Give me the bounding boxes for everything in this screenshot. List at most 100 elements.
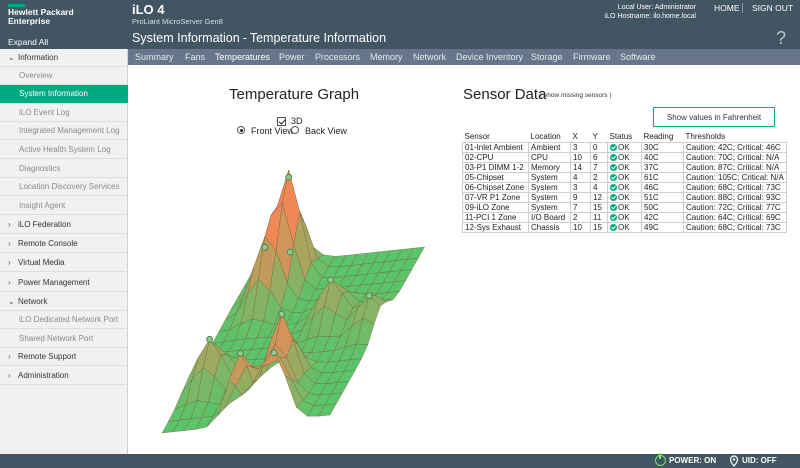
sensor-marker[interactable] xyxy=(327,276,335,284)
sensor-cell: Caution: 68C; Critical: 73C xyxy=(683,181,787,193)
sensor-marker[interactable] xyxy=(286,248,294,256)
sidebar-item-insight-agent[interactable]: Insight Agent xyxy=(0,197,128,215)
sensor-marker[interactable] xyxy=(261,243,269,251)
sensor-cell: 40C xyxy=(641,151,684,163)
ok-check-icon xyxy=(610,163,617,171)
sidebar-item-remote-console[interactable]: › Remote Console xyxy=(0,235,128,253)
expand-all-link[interactable]: Expand All xyxy=(8,37,49,47)
sidebar-item-active-health-system-log[interactable]: Active Health System Log xyxy=(0,141,128,159)
sidebar-item-ilo-federation[interactable]: › iLO Federation xyxy=(0,216,128,234)
tab-device-inventory[interactable]: Device Inventory xyxy=(456,52,524,62)
sensor-cell: 2 xyxy=(570,211,591,223)
ok-check-icon xyxy=(610,213,617,221)
hpe-logo-bar xyxy=(8,4,25,7)
tab-processors[interactable]: Processors xyxy=(315,52,361,62)
sidebar-item-information[interactable]: ⌄ Information xyxy=(0,49,128,67)
sensor-cell: 10 xyxy=(570,221,591,233)
sensor-cell: OK xyxy=(607,151,642,163)
sidebar-item-administration[interactable]: › Administration xyxy=(0,367,128,385)
server-model: ProLiant MicroServer Gen8 xyxy=(132,17,223,26)
sensor-cell: 15 xyxy=(590,201,608,213)
uid-status[interactable]: UID: OFF xyxy=(742,456,777,465)
surface-cell xyxy=(318,403,337,417)
power-status: POWER: ON xyxy=(669,456,717,465)
sidebar-item-system-information[interactable]: System Information xyxy=(0,85,128,103)
sensor-cell: OK xyxy=(607,211,642,223)
sidebar: ⌄ Information Overview System Information… xyxy=(0,49,128,454)
sensor-marker[interactable] xyxy=(278,310,286,318)
tab-software[interactable]: Software xyxy=(620,52,656,62)
sensor-marker[interactable] xyxy=(365,292,373,300)
sensor-cell: 61C xyxy=(641,171,684,183)
sensor-marker[interactable] xyxy=(270,349,278,357)
sensor-marker[interactable] xyxy=(206,335,213,343)
front-view-label: Front View xyxy=(251,126,294,136)
top-header: Hewlett Packard Enterprise iLO 4 ProLian… xyxy=(0,0,800,32)
sidebar-item-shared-network-port[interactable]: Shared Network Port xyxy=(0,330,128,348)
sidebar-item-overview[interactable]: Overview xyxy=(0,67,128,85)
ok-check-icon xyxy=(610,143,617,151)
uid-indicator-icon[interactable] xyxy=(729,455,739,467)
sidebar-item-network[interactable]: ⌄ Network xyxy=(0,293,128,311)
sidebar-item-diagnostics[interactable]: Diagnostics xyxy=(0,160,128,178)
sidebar-item-power-management[interactable]: › Power Management xyxy=(0,274,128,292)
sensor-cell: I/O Board xyxy=(528,211,571,223)
ok-check-icon xyxy=(610,153,617,161)
sensor-cell: OK xyxy=(607,161,642,173)
tab-bar: Summary Fans Temperatures Power Processo… xyxy=(128,49,800,65)
sensor-cell: 46C xyxy=(641,181,684,193)
sensor-cell: Memory xyxy=(528,161,571,173)
sensor-cell: Caution: 70C; Critical: N/A xyxy=(683,151,787,163)
sensor-cell: 05-Chipset xyxy=(462,171,529,183)
tab-summary[interactable]: Summary xyxy=(135,52,174,62)
temperature-graph-title: Temperature Graph xyxy=(229,86,360,103)
tab-power[interactable]: Power xyxy=(279,52,305,62)
3d-checkbox[interactable] xyxy=(277,117,286,126)
chevron-right-icon: › xyxy=(8,258,11,267)
sensor-row: 09-iLO Zone System 7 15 OK 50C Caution: 72C; C… xyxy=(462,201,787,213)
show-fahrenheit-button[interactable]: Show values in Fahrenheit xyxy=(653,107,775,127)
home-link[interactable]: HOME xyxy=(714,3,740,13)
sign-out-link[interactable]: SIGN OUT xyxy=(752,3,794,13)
sidebar-item-ilo-event-log[interactable]: iLO Event Log xyxy=(0,104,128,122)
tab-memory[interactable]: Memory xyxy=(370,52,403,62)
3d-checkbox-label: 3D xyxy=(291,116,303,126)
tab-firmware[interactable]: Firmware xyxy=(573,52,611,62)
temperature-3d-surface[interactable] xyxy=(150,160,430,455)
sensor-cell: 15 xyxy=(590,221,608,233)
sensor-cell: OK xyxy=(607,191,642,203)
sensor-cell: OK xyxy=(607,181,642,193)
sensor-data-title: Sensor Data xyxy=(463,86,547,103)
sensor-cell: 3 xyxy=(570,141,591,153)
tab-fans[interactable]: Fans xyxy=(185,52,206,62)
show-missing-sensors-link[interactable]: ( show missing sensors ) xyxy=(540,92,612,99)
sidebar-item-virtual-media[interactable]: › Virtual Media xyxy=(0,254,128,272)
sensor-cell: 49C xyxy=(641,221,684,233)
sensor-cell: Caution: 88C; Critical: 93C xyxy=(683,191,787,203)
sidebar-item-integrated-management-log[interactable]: Integrated Management Log xyxy=(0,122,128,140)
chevron-right-icon: › xyxy=(8,220,11,229)
sidebar-item-ilo-dedicated-network-port[interactable]: iLO Dedicated Network Port xyxy=(0,311,128,329)
sensor-cell: 0 xyxy=(590,141,608,153)
column-header: Status xyxy=(609,132,633,142)
sensor-cell: 02-CPU xyxy=(462,151,529,163)
sensor-cell: 03-P1 DIMM 1-2 xyxy=(462,161,529,173)
front-view-radio[interactable] xyxy=(237,126,245,134)
sensor-cell: Caution: 87C; Critical: N/A xyxy=(683,161,787,173)
back-view-radio[interactable] xyxy=(291,126,299,134)
chevron-right-icon: › xyxy=(8,371,11,380)
sensor-cell: 14 xyxy=(570,161,591,173)
sidebar-item-remote-support[interactable]: › Remote Support xyxy=(0,348,128,366)
sensor-row: 02-CPU CPU 10 6 OK 40C Caution: 70C; Critical:… xyxy=(462,151,787,163)
sensor-marker[interactable] xyxy=(237,349,244,357)
sidebar-item-location-discovery-services[interactable]: Location Discovery Services xyxy=(0,178,128,196)
sensor-cell: 4 xyxy=(570,171,591,183)
sensor-table: Sensor Location X Y Status Reading Thres… xyxy=(462,132,787,233)
sensor-marker[interactable] xyxy=(285,173,293,181)
tab-network[interactable]: Network xyxy=(413,52,447,62)
tab-temperatures[interactable]: Temperatures xyxy=(215,52,271,62)
help-icon[interactable]: ? xyxy=(776,28,787,48)
sensor-cell: OK xyxy=(607,171,642,183)
sensor-cell: 37C xyxy=(641,161,684,173)
tab-storage[interactable]: Storage xyxy=(531,52,563,62)
